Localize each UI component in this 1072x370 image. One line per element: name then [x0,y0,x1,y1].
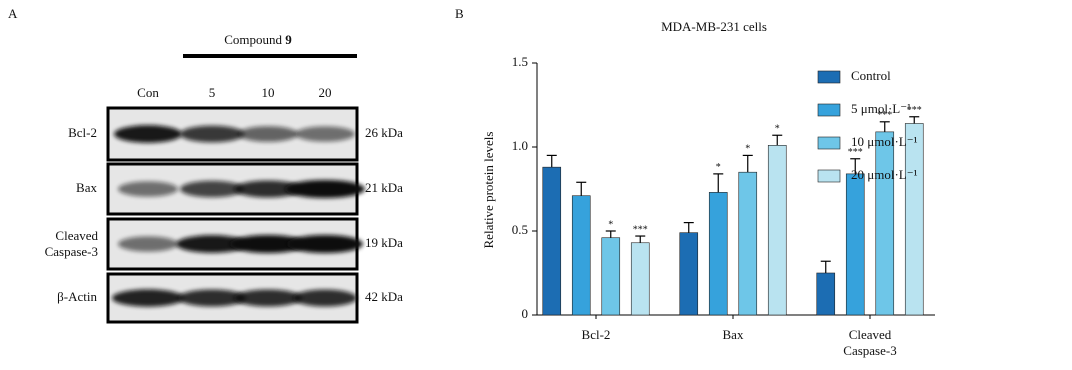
x-tick-label: Bcl-2 [582,327,611,342]
legend-swatch [818,137,840,149]
blot-band [118,181,178,196]
protein-label: Bax [76,180,97,195]
lane-label: 5 [209,85,216,100]
canvas: A Compound 9 B MDA-MB-231 cells Relative… [0,0,1072,370]
significance-label: *** [633,224,648,235]
band-size: 26 kDa [365,125,403,140]
blot-band [295,126,355,141]
bar [602,238,620,315]
band-size: 21 kDa [365,180,403,195]
lane-label: 10 [262,85,275,100]
blot-band [118,236,178,251]
legend-label: 10 μmol·L⁻¹ [851,134,918,149]
blot-band [112,289,184,306]
bar [905,123,923,315]
panel-label: A [8,6,18,21]
protein-label: Bcl-2 [68,125,97,140]
significance-label: * [775,124,780,135]
blot-band [238,126,298,142]
bar [739,172,757,315]
lane-label: 20 [319,85,332,100]
figure: A Compound 9 B MDA-MB-231 cells Relative… [0,0,1072,370]
significance-label: * [608,219,613,230]
legend-swatch [818,71,840,83]
bar [709,192,727,315]
legend-swatch [818,170,840,182]
x-tick-label: Bax [723,327,744,342]
legend-label: 5 μmol·L⁻¹ [851,101,911,116]
compound-number: 9 [285,32,292,47]
compound-text: Compound [224,32,282,47]
bar [768,145,786,315]
blot-band [234,289,302,306]
bar [846,174,864,315]
bar [876,132,894,315]
x-tick-label: Cleaved Caspase-3 [830,327,910,359]
significance-label: * [716,162,721,173]
legend-swatch [818,104,840,116]
bar [631,243,649,315]
blot-band [287,235,363,253]
y-tick-label: 1.0 [512,138,528,153]
lane-label: Con [137,85,159,100]
blot-band [114,125,182,143]
y-axis-label: Relative protein levels [481,132,496,249]
legend-label: Control [851,68,891,83]
y-tick-label: 0 [522,306,529,321]
blot-band [285,180,365,198]
y-tick-label: 0.5 [512,222,528,237]
compound-label: Compound 9 [224,32,292,47]
y-tick-label: 1.5 [512,54,528,69]
blot-band [293,289,357,306]
band-size: 19 kDa [365,235,403,250]
bar [680,233,698,315]
bar [572,196,590,315]
band-size: 42 kDa [365,289,403,304]
blot-band [180,126,244,143]
bar [817,273,835,315]
significance-label: * [745,144,750,155]
bar [543,167,561,315]
protein-label: β-Actin [57,289,97,304]
panel-label: B [455,6,464,21]
chart-title: MDA-MB-231 cells [661,19,767,34]
legend-label: 20 μmol·L⁻¹ [851,167,918,182]
protein-label: Cleaved Caspase-3 [20,228,98,260]
